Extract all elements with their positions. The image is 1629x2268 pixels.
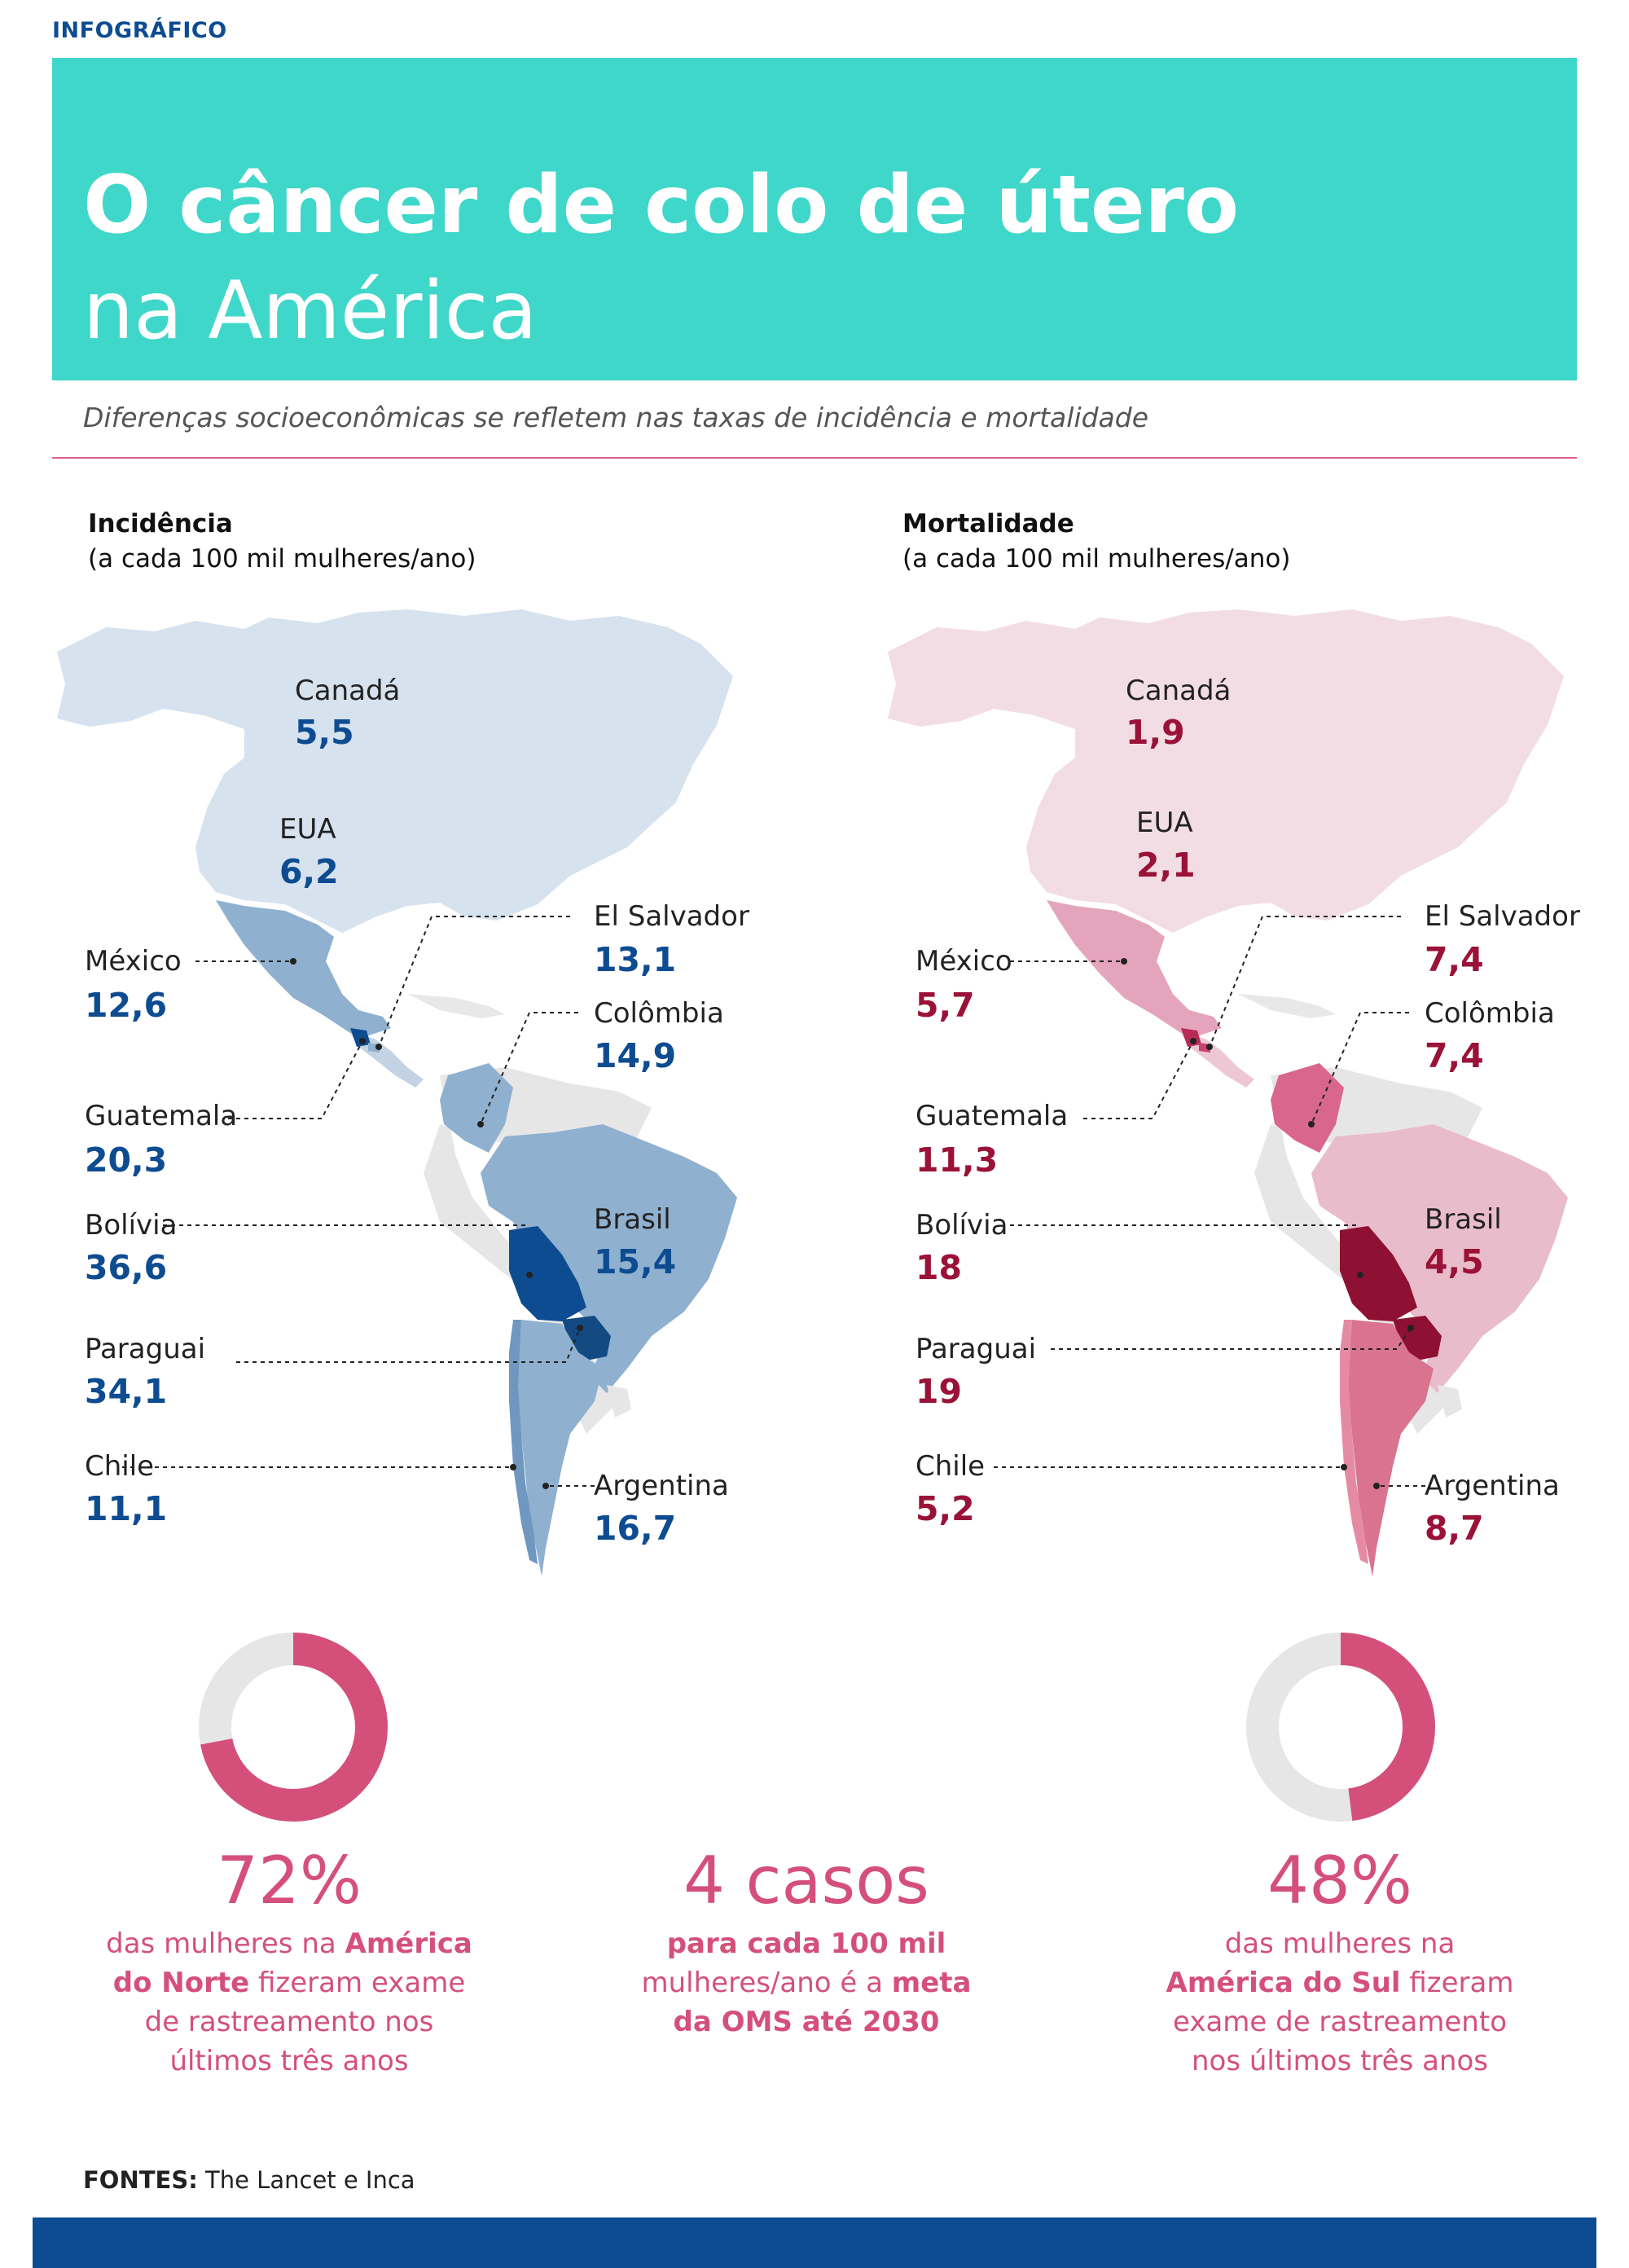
inc-el-salvador-label: El Salvador: [594, 900, 749, 933]
mort-chile-label: Chile: [915, 1450, 986, 1483]
incidence-map-mexico: [216, 900, 391, 1036]
mort-canada-label: Canadá: [1126, 675, 1232, 707]
mort-mexico-value: 5,7: [915, 986, 975, 1025]
inc-mexico-value: 12,6: [85, 986, 168, 1025]
incidence-heading: Incidência: [88, 509, 233, 538]
incidence-leader-dots: [290, 958, 583, 1489]
inc-argentina-label: Argentina: [594, 1470, 729, 1502]
mort-canada-value: 1,9: [1126, 713, 1185, 752]
south-percent: 48%: [1267, 1843, 1412, 1919]
inc-guatemala-label: Guatemala: [85, 1100, 238, 1132]
mortality-map-north-america: [888, 609, 1564, 933]
mort-usa-label: EUA: [1136, 807, 1193, 839]
mortality-map-brazil: [1311, 1124, 1568, 1393]
page-title: O câncer de colo de útero: [83, 159, 1240, 252]
page-subtitle: Diferenças socioeconômicas se refletem n…: [83, 402, 1149, 433]
south-america-donut: [1246, 1633, 1435, 1822]
north-america-donut: [199, 1633, 388, 1822]
inc-chile-label: Chile: [85, 1450, 155, 1483]
mortality-map-chile: [1340, 1320, 1368, 1564]
mort-bolivia-value: 18: [915, 1248, 963, 1287]
mort-chile-value: 5,2: [915, 1489, 975, 1528]
inc-guatemala-value: 20,3: [85, 1141, 168, 1180]
mortality-map-argentina: [1348, 1320, 1434, 1576]
sources-text: The Lancet e Inca: [205, 2166, 415, 2194]
mort-el-salvador-value: 7,4: [1425, 940, 1484, 979]
inc-mexico-label: México: [85, 945, 182, 978]
sources: FONTES: The Lancet e Inca: [83, 2166, 415, 2194]
north-percent: 72%: [217, 1843, 362, 1919]
inc-argentina-value: 16,7: [594, 1509, 677, 1548]
mortality-map-uruguay: [1438, 1385, 1462, 1418]
south-description: das mulheres na América do Sul fizeram e…: [1166, 1927, 1514, 2077]
page-title-line2: na América: [83, 265, 538, 358]
inc-paraguay-label: Paraguai: [85, 1333, 206, 1365]
incidence-leader-lines: [122, 916, 595, 1487]
inc-colombia-value: 14,9: [594, 1036, 677, 1075]
mort-mexico-label: México: [915, 945, 1012, 978]
mort-bolivia-label: Bolívia: [915, 1209, 1008, 1242]
incidence-map-north-america: [57, 609, 733, 933]
mort-colombia-value: 7,4: [1425, 1036, 1484, 1075]
mort-el-salvador-label: El Salvador: [1425, 900, 1580, 933]
north-america-donut-fill: [199, 1633, 388, 1822]
incidence-unit: (a cada 100 mil mulheres/ano): [88, 544, 476, 574]
mortality-leader-dots: [1121, 958, 1414, 1489]
mort-colombia-label: Colômbia: [1425, 997, 1555, 1030]
maps-graphic: [57, 609, 1568, 1576]
mort-paraguay-label: Paraguai: [915, 1333, 1037, 1365]
mort-paraguay-value: 19: [915, 1372, 963, 1411]
inc-usa-label: EUA: [279, 813, 336, 846]
goal-cases: 4 casos: [683, 1843, 929, 1919]
mort-usa-value: 2,1: [1136, 846, 1196, 885]
inc-usa-value: 6,2: [279, 852, 339, 891]
mortality-heading: Mortalidade: [902, 509, 1074, 538]
mortality-map: [888, 609, 1568, 1576]
incidence-map: [57, 609, 737, 1576]
mort-brazil-label: Brasil: [1425, 1203, 1502, 1236]
mort-guatemala-label: Guatemala: [915, 1100, 1069, 1132]
inc-brazil-label: Brasil: [594, 1203, 671, 1236]
incidence-map-chile: [509, 1320, 538, 1564]
inc-el-salvador-value: 13,1: [594, 940, 677, 979]
inc-bolivia-value: 36,6: [85, 1248, 168, 1287]
inc-paraguay-value: 34,1: [85, 1372, 168, 1411]
north-description: das mulheres na América do Norte fizeram…: [106, 1927, 472, 2077]
mort-argentina-value: 8,7: [1425, 1509, 1484, 1548]
incidence-map-argentina: [517, 1320, 603, 1576]
mortality-map-bolivia: [1340, 1226, 1417, 1321]
mortality-unit: (a cada 100 mil mulheres/ano): [902, 544, 1291, 574]
inc-bolivia-label: Bolívia: [85, 1209, 178, 1242]
mort-argentina-label: Argentina: [1425, 1470, 1560, 1502]
sources-label: FONTES:: [83, 2166, 198, 2194]
inc-chile-value: 11,1: [85, 1489, 168, 1528]
title-banner: [52, 58, 1577, 380]
incidence-map-uruguay: [607, 1385, 631, 1418]
mortality-leader-lines: [994, 916, 1425, 1487]
incidence-map-caribbean: [407, 994, 505, 1018]
mortality-map-mexico: [1047, 900, 1222, 1036]
inc-canada-label: Canadá: [295, 675, 401, 707]
incidence-map-colombia: [440, 1063, 513, 1153]
kicker-label: INFOGRÁFICO: [52, 18, 227, 43]
south-america-donut-fill: [1246, 1633, 1435, 1822]
goal-description: para cada 100 mil mulheres/ano é a meta …: [641, 1927, 972, 2038]
inc-canada-value: 5,5: [295, 713, 354, 752]
mortality-map-paraguay: [1393, 1316, 1442, 1360]
mort-guatemala-value: 11,3: [915, 1141, 999, 1180]
divider: [52, 457, 1577, 459]
incidence-map-paraguay: [562, 1316, 611, 1360]
mortality-map-caribbean: [1238, 994, 1336, 1018]
footer-bar: [33, 2217, 1596, 2268]
mort-brazil-value: 4,5: [1425, 1242, 1484, 1281]
incidence-map-bolivia: [509, 1226, 586, 1321]
inc-brazil-value: 15,4: [594, 1242, 677, 1281]
inc-colombia-label: Colômbia: [594, 997, 724, 1030]
mortality-map-colombia: [1271, 1063, 1344, 1153]
incidence-map-brazil: [481, 1124, 737, 1393]
